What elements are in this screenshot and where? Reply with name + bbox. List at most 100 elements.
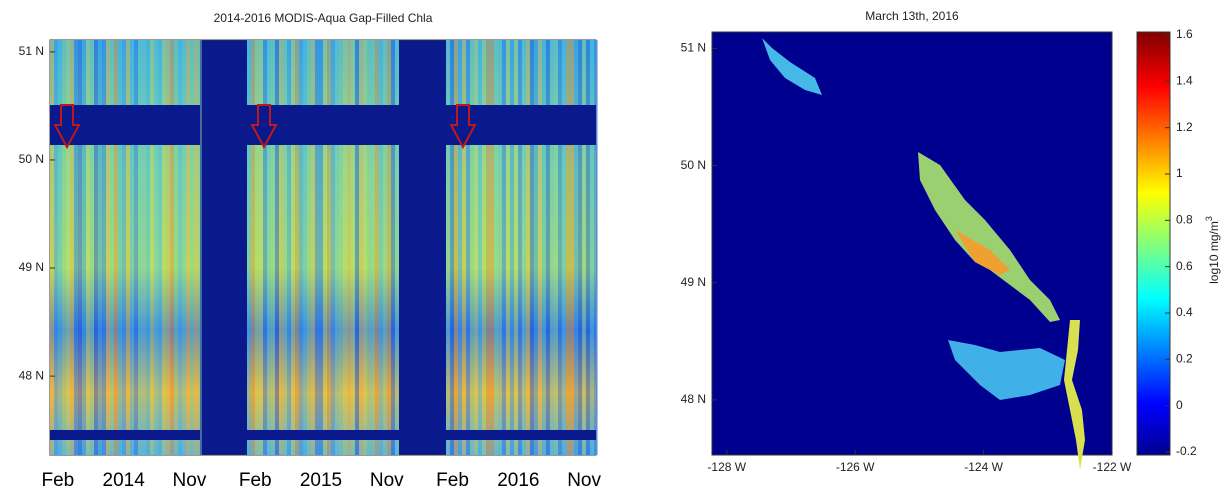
heatmap-stripe [478,40,482,455]
heatmap-stripe [78,40,82,455]
heatmap-stripe [510,40,514,455]
heatmap-stripe [514,40,518,455]
heatmap-stripe [174,40,178,455]
heatmap-stripe [482,40,486,455]
colorbar-tick-label: 0.6 [1176,259,1193,273]
heatmap-stripe [50,40,54,455]
heatmap-stripe [150,40,154,455]
heatmap-texture [50,40,598,455]
heatmap-stripe [319,40,323,455]
heatmap-stripe [526,40,530,455]
x-tick-label: Nov [173,470,207,491]
heatmap-stripe [562,40,566,455]
heatmap-stripe [291,40,295,455]
heatmap-stripe [474,40,478,455]
heatmap-stripe [114,40,118,455]
heatmap-stripe [251,40,255,455]
heatmap-stripe [138,40,142,455]
heatmap-stripe [343,40,347,455]
heatmap-stripe [259,40,263,455]
heatmap-stripe [359,40,363,455]
heatmap-stripe [263,40,267,455]
heatmap-stripe [502,40,506,455]
heatmap-stripe [367,40,371,455]
heatmap-stripe [371,40,375,455]
heatmap-stripe [574,40,578,455]
arrow [53,104,81,150]
heatmap-stripe [538,40,542,455]
right-panel: March 13th, 2016 log10 mg/m3 [711,9,1221,470]
heatmap-stripe [295,40,299,455]
heatmap-stripe [486,40,490,455]
heatmap-stripe [586,40,590,455]
heatmap-stripe [554,40,558,455]
colorbar-label-sup: 3 [1204,216,1214,221]
heatmap-stripe [395,40,399,455]
heatmap-stripe [166,40,170,455]
heatmap-stripe [130,40,134,455]
heatmap-stripe [383,40,387,455]
x-tick-label: Nov [567,470,601,491]
heatmap-stripe [194,40,198,455]
y-tick-label: 50 N [19,152,44,166]
heatmap-stripe [558,40,562,455]
colorbar-tick-label: 0.8 [1176,213,1193,227]
colorbar-tick-label: -0.2 [1176,444,1197,458]
heatmap-stripe [90,40,94,455]
heatmap-stripe [315,40,319,455]
heatmap-stripe [158,40,162,455]
heatmap-stripe [287,40,291,455]
x-tick-label: Feb [436,470,469,491]
heatmap-stripe [178,40,182,455]
heatmap-stripe [347,40,351,455]
heatmap-stripe [363,40,367,455]
heatmap-stripe [375,40,379,455]
heatmap-stripe [450,40,454,455]
colorbar-tick-label: 0.2 [1176,351,1193,365]
heatmap-stripe [311,40,315,455]
heatmap-stripe [490,40,494,455]
heatmap-stripe [307,40,311,455]
heatmap-stripe [494,40,498,455]
heatmap-stripe [186,40,190,455]
y-tick-label: 48 N [19,368,44,382]
heatmap-stripe [66,40,70,455]
x-tick-label: Feb [42,470,75,491]
x-tick-label: -126 W [836,460,875,474]
left-panel: 2014-2016 MODIS-Aqua Gap-Filled Chla [49,11,598,456]
arrow [250,104,278,150]
colorbar-tick-label: 0.4 [1176,305,1193,319]
heatmap-stripe [247,40,251,455]
heatmap-stripe [86,40,90,455]
arrow [449,104,477,150]
heatmap-stripe [267,40,271,455]
masked-band [446,430,596,440]
y-tick-label: 48 N [681,392,706,406]
heatmap-stripe [351,40,355,455]
colorbar-tick-label: 1.6 [1176,27,1193,41]
x-tick-label: Feb [239,470,272,491]
heatmap-stripe [54,40,58,455]
heatmap-stripe [546,40,550,455]
heatmap-stripe [106,40,110,455]
heatmap-stripe [470,40,474,455]
heatmap-stripe [74,40,78,455]
x-tick-label: -122 W [1093,460,1132,474]
heatmap-stripe [198,40,202,455]
heatmap-stripe [118,40,122,455]
heatmap-stripe [522,40,526,455]
heatmap-stripe [102,40,106,455]
heatmap-stripe [142,40,146,455]
heatmap-stripe [391,40,395,455]
masked-band [247,430,399,440]
x-tick-label: -128 W [707,460,746,474]
colorbar [1136,31,1171,456]
heatmap-stripe [327,40,331,455]
heatmap-stripe [594,40,598,455]
heatmap-stripe [182,40,186,455]
heatmap-stripe [582,40,586,455]
heatmap-stripe [530,40,534,455]
heatmap-stripe [590,40,594,455]
colorbar-tick-label: 1.4 [1176,74,1193,88]
heatmap-stripe [299,40,303,455]
